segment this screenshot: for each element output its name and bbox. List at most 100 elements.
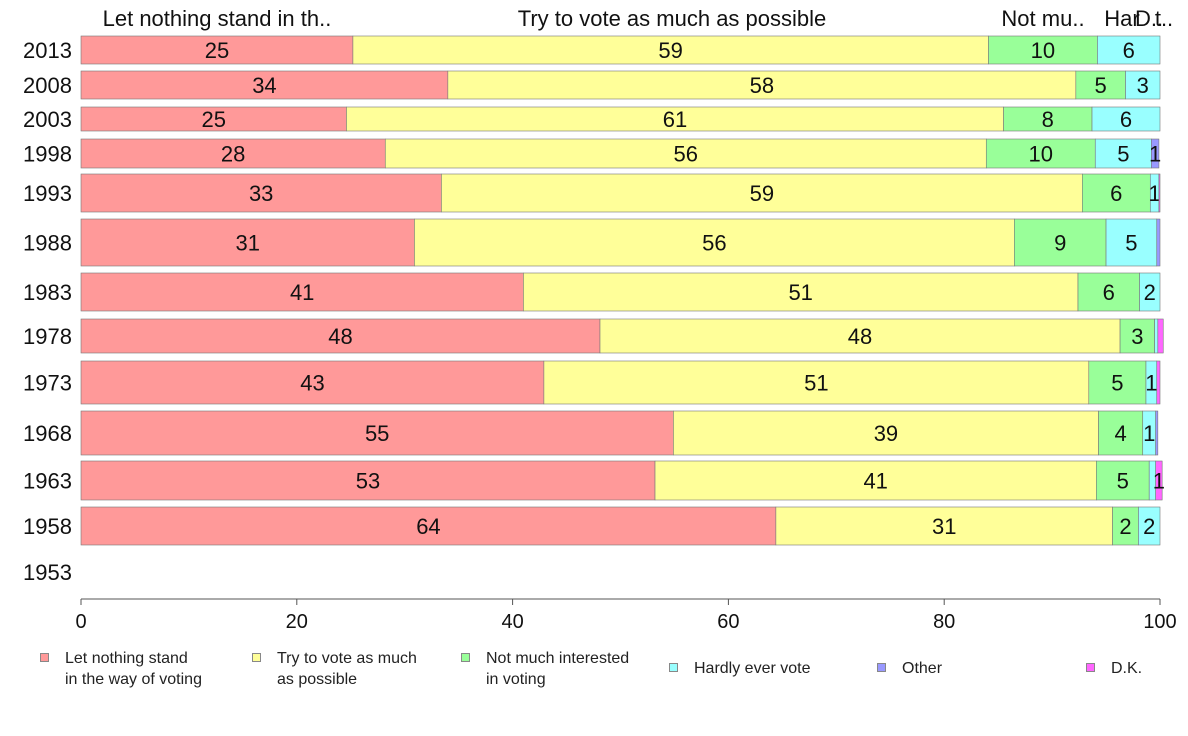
- data-label: 31: [932, 514, 956, 539]
- x-tick-label: 40: [501, 611, 523, 633]
- data-label: 59: [750, 181, 774, 206]
- legend: Let nothing stand in the way of voting T…: [0, 648, 1188, 698]
- stacked-bar-chart: Let nothing stand in th.. Try to vote as …: [23, 6, 1177, 633]
- data-label: 3: [1137, 73, 1149, 98]
- category-label: 1993: [23, 181, 72, 206]
- data-label: 39: [874, 421, 898, 446]
- category-label: 1958: [23, 514, 72, 539]
- column-header: D..: [1135, 6, 1163, 31]
- category-label: 1968: [23, 421, 72, 446]
- data-label: 2: [1119, 514, 1131, 539]
- category-label: 1998: [23, 142, 72, 167]
- category-label: 1973: [23, 371, 72, 396]
- data-label: 10: [1029, 142, 1053, 167]
- x-tick-label: 0: [75, 611, 86, 633]
- legend-label: Hardly ever vote: [694, 660, 811, 677]
- data-label: 56: [674, 142, 698, 167]
- bar-segment: [80, 35, 354, 65]
- bar-segment: [80, 106, 347, 132]
- data-label: 6: [1120, 107, 1132, 132]
- bar-segment: [1125, 70, 1161, 100]
- data-label: 6: [1123, 38, 1135, 63]
- legend-label: D.K.: [1111, 660, 1143, 677]
- bar-segment: [384, 138, 987, 169]
- bar-segment: [523, 272, 1079, 312]
- bar-segment: [1155, 460, 1163, 501]
- data-label: 59: [658, 38, 682, 63]
- bar-segment: [447, 70, 1077, 100]
- bar-segment: [775, 506, 1113, 546]
- data-label: 25: [205, 38, 229, 63]
- x-tick-label: 60: [717, 611, 739, 633]
- data-label: 31: [235, 231, 259, 256]
- legend-label: Other: [902, 660, 943, 677]
- x-tick-label: 20: [286, 611, 308, 633]
- data-label: 5: [1117, 469, 1129, 494]
- data-label: 43: [300, 371, 324, 396]
- data-label: 28: [221, 142, 245, 167]
- data-label: 3: [1131, 324, 1143, 349]
- bar-segment: [80, 360, 545, 405]
- data-label: 5: [1111, 371, 1123, 396]
- bar-segment: [1077, 272, 1140, 312]
- data-label: 58: [750, 73, 774, 98]
- legend-item-not-much-interested: Not much interested in voting: [461, 648, 629, 690]
- bar-segment: [1138, 506, 1161, 546]
- data-label: 10: [1031, 38, 1055, 63]
- bar-segment: [1014, 218, 1107, 267]
- bar-segment: [80, 218, 415, 267]
- bar-segment: [1151, 138, 1160, 169]
- legend-label: Not much interested in voting: [486, 650, 630, 688]
- data-label: 6: [1103, 280, 1115, 305]
- legend-swatch: [40, 653, 49, 662]
- legend-label: Try to vote as much as possible: [277, 650, 417, 688]
- bar-segment: [1075, 70, 1126, 100]
- bar-segment: [1119, 318, 1155, 354]
- data-label: 51: [788, 280, 812, 305]
- data-label: 1: [1145, 371, 1157, 396]
- bar-segment: [1139, 272, 1161, 312]
- data-label: 2: [1144, 280, 1156, 305]
- legend-label: Let nothing stand in the way of voting: [65, 650, 202, 688]
- legend-item-dk: D.K.: [1086, 658, 1142, 679]
- data-label: 1: [1143, 421, 1155, 446]
- bar-segment: [80, 506, 777, 546]
- legend-swatch: [252, 653, 261, 662]
- data-label: 53: [356, 469, 380, 494]
- data-label: 5: [1125, 231, 1137, 256]
- category-label: 1953: [23, 560, 72, 585]
- data-label: 5: [1095, 73, 1107, 98]
- category-label: 2003: [23, 107, 72, 132]
- data-label: 64: [416, 514, 440, 539]
- category-label: 1978: [23, 324, 72, 349]
- bar-segment: [1156, 360, 1161, 405]
- bar-segment: [1157, 318, 1164, 354]
- bar-segment: [673, 410, 1099, 456]
- data-label: 34: [252, 73, 276, 98]
- data-label: 6: [1110, 181, 1122, 206]
- column-header: Try to vote as much as possible: [518, 6, 827, 31]
- bar-segment: [80, 272, 524, 312]
- category-label: 1983: [23, 280, 72, 305]
- bar-segment: [1097, 35, 1161, 65]
- data-label: 33: [249, 181, 273, 206]
- legend-swatch: [1086, 663, 1095, 672]
- bar-segment: [1082, 173, 1151, 213]
- legend-swatch: [669, 663, 678, 672]
- bar-segment: [80, 70, 449, 100]
- bar-segment: [1112, 506, 1139, 546]
- bar-segment: [1158, 173, 1161, 213]
- bar-segment: [599, 318, 1121, 354]
- data-label: 8: [1042, 107, 1054, 132]
- bar-segment: [1088, 360, 1147, 405]
- data-label: 4: [1114, 421, 1126, 446]
- data-label: 48: [328, 324, 352, 349]
- legend-item-hardly-ever-vote: Hardly ever vote: [669, 658, 811, 679]
- data-label: 51: [804, 371, 828, 396]
- data-label: 1: [1149, 142, 1161, 167]
- bar-segment: [80, 460, 656, 501]
- bar-segment: [1003, 106, 1093, 132]
- data-label: 61: [663, 107, 687, 132]
- column-header: Let nothing stand in th..: [103, 6, 332, 31]
- bar-segment: [1098, 410, 1144, 456]
